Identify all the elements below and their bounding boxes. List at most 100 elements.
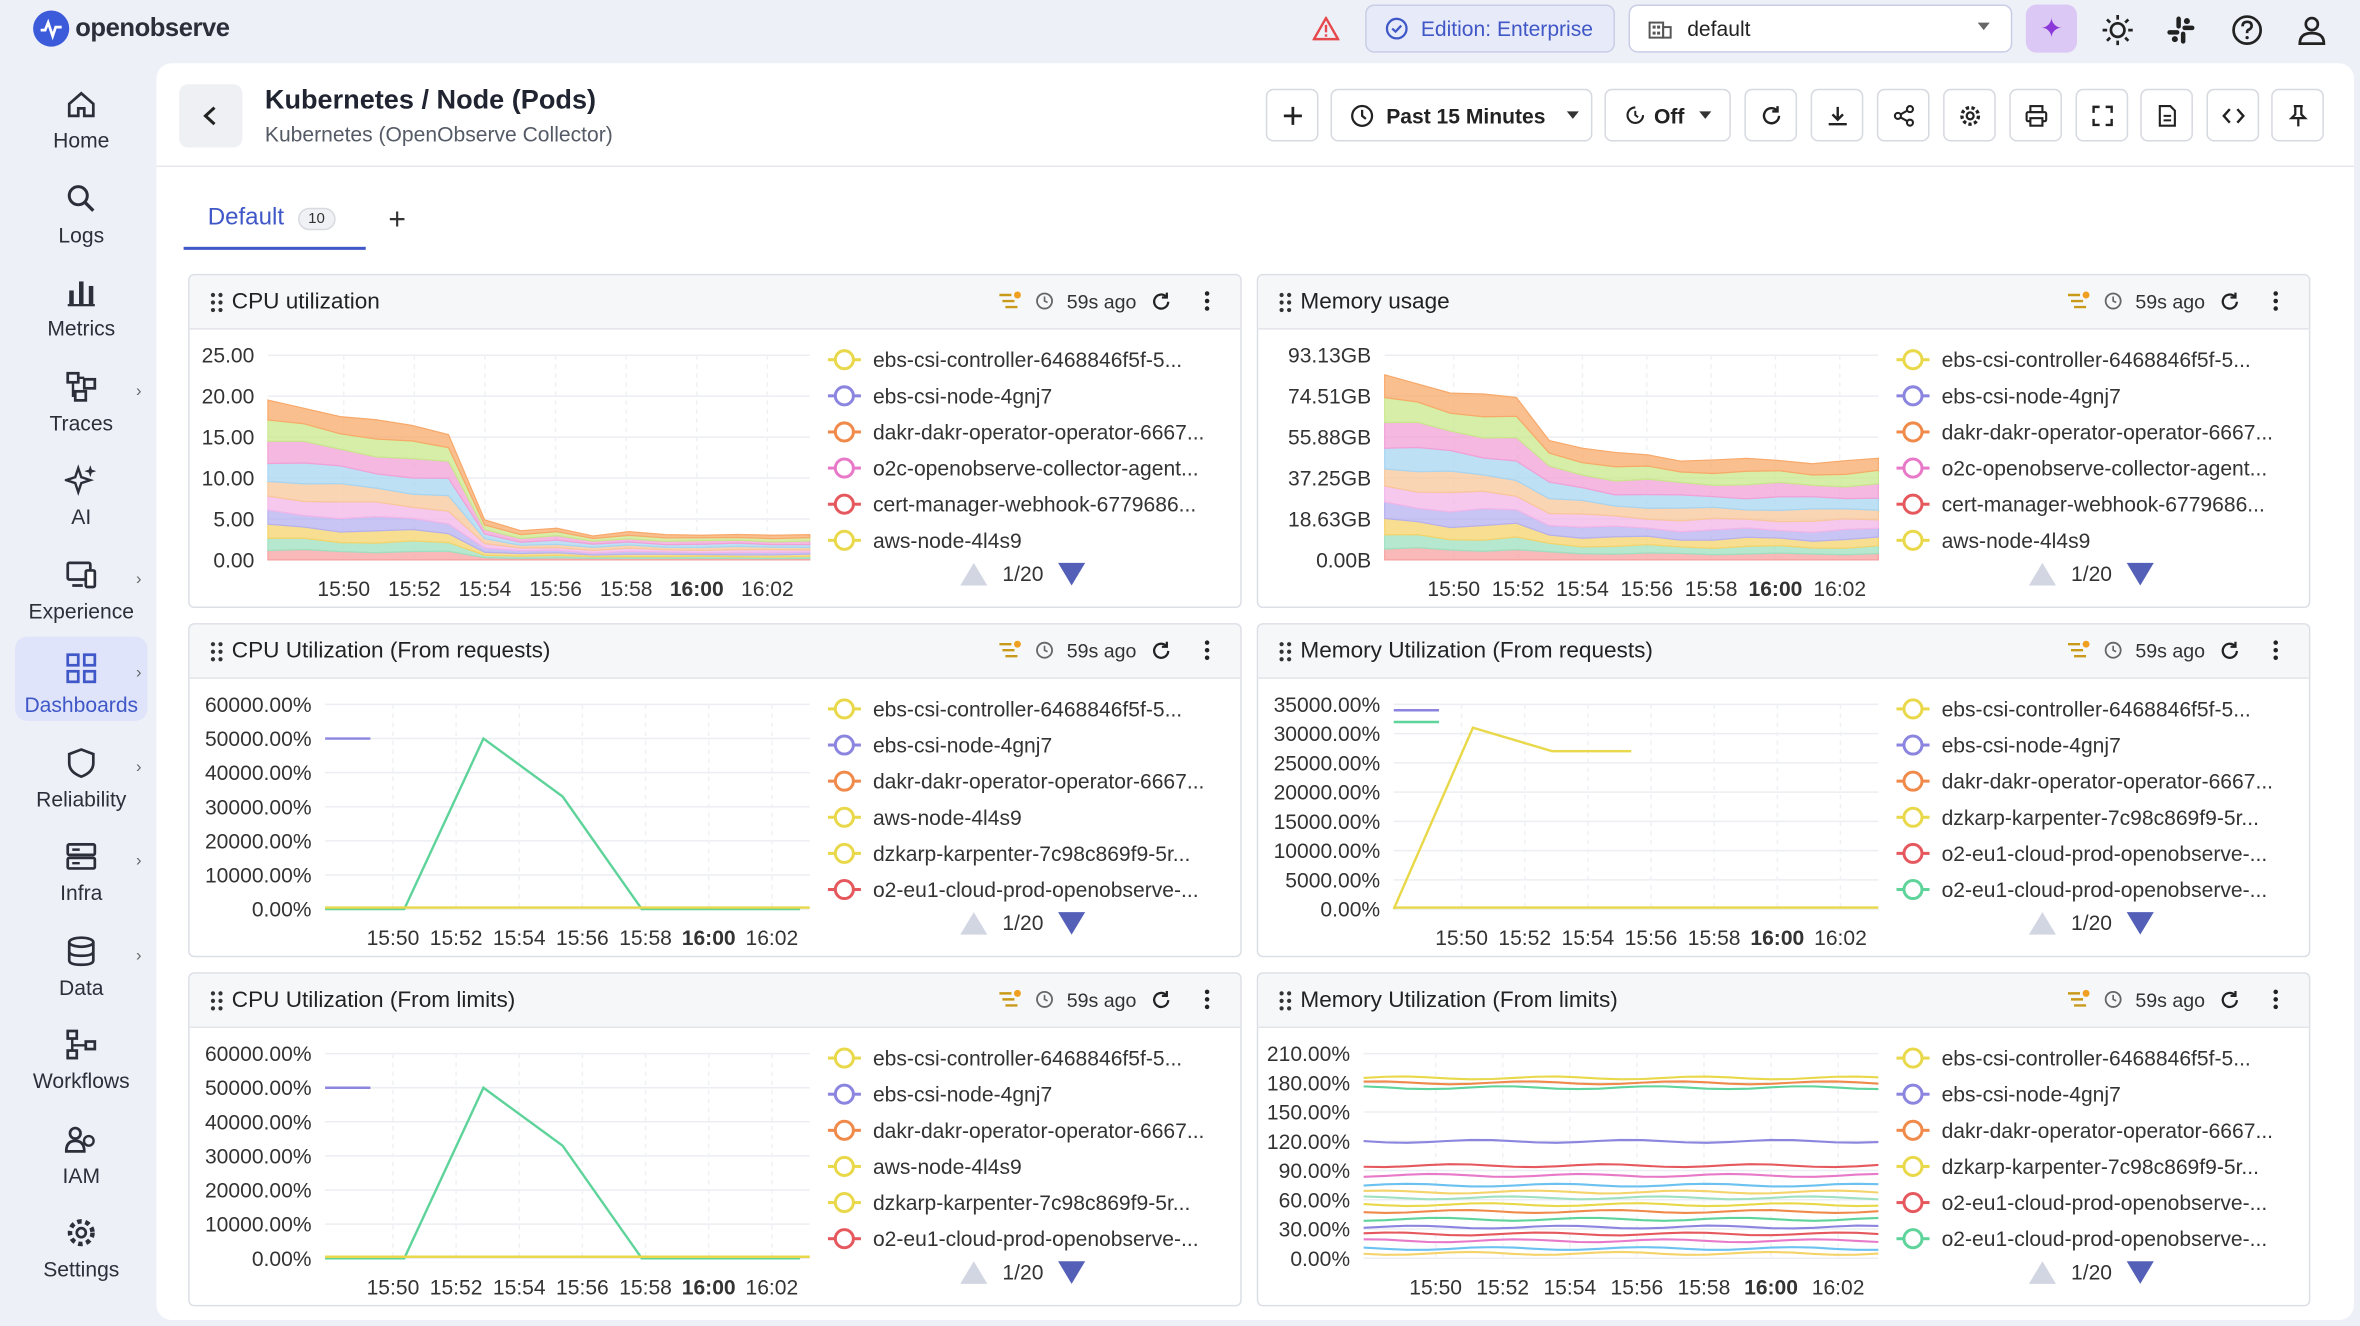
legend-item[interactable]: ebs-csi-controller-6468846f5f-5... <box>827 691 1234 727</box>
line-series[interactable] <box>1363 1075 1879 1081</box>
legend-item[interactable]: ebs-csi-controller-6468846f5f-5... <box>827 342 1234 378</box>
more-vertical-icon[interactable] <box>1195 987 1219 1011</box>
legend-item[interactable]: ebs-csi-controller-6468846f5f-5... <box>827 1040 1234 1076</box>
line-series[interactable] <box>1363 1250 1879 1256</box>
legend-item[interactable]: dakr-dakr-operator-operator-6667... <box>1896 1112 2302 1148</box>
brand-logo[interactable]: openobserve <box>33 10 230 47</box>
sidebar-item-settings[interactable]: Settings <box>15 1201 147 1285</box>
refresh-icon[interactable] <box>1150 988 1173 1011</box>
more-vertical-icon[interactable] <box>1195 638 1219 662</box>
legend-next-page-icon[interactable] <box>1058 1260 1086 1284</box>
dashboard-settings-button[interactable] <box>1943 88 1996 142</box>
legend-item[interactable]: dakr-dakr-operator-operator-6667... <box>1896 414 2302 450</box>
line-series[interactable] <box>1363 1163 1879 1169</box>
legend-item[interactable]: dakr-dakr-operator-operator-6667... <box>827 414 1234 450</box>
legend-item[interactable]: cert-manager-webhook-6779686... <box>827 486 1234 522</box>
legend-item[interactable]: cert-manager-webhook-6779686... <box>1896 486 2302 522</box>
legend-prev-page-icon[interactable] <box>960 911 988 934</box>
line-series[interactable] <box>1363 1238 1879 1244</box>
tab-default[interactable]: Default 10 <box>183 190 366 250</box>
chart[interactable]: 60000.00% 50000.00% 40000.00% 30000.00% 2000… <box>190 1028 822 1305</box>
fullscreen-button[interactable] <box>2075 88 2129 142</box>
legend-item[interactable]: o2c-openobserve-collector-agent... <box>1896 450 2302 486</box>
refresh-icon[interactable] <box>2219 639 2242 662</box>
line-series[interactable] <box>1363 1189 1879 1195</box>
print-button[interactable] <box>2009 88 2062 142</box>
legend-item[interactable]: aws-node-4l4s9 <box>827 522 1234 558</box>
legend-item[interactable]: o2-eu1-cloud-prod-openobserve-... <box>1896 1221 2302 1257</box>
chart[interactable]: 25.00 20.00 15.00 10.00 5.00 0.00 15:50 15:52 15… <box>190 330 822 607</box>
share-button[interactable] <box>1876 88 1930 142</box>
legend-item[interactable]: dakr-dakr-operator-operator-6667... <box>827 1112 1234 1148</box>
chart[interactable]: 35000.00% 30000.00% 25000.00% 20000.00% 1500… <box>1258 679 1890 956</box>
line-series[interactable] <box>1363 1224 1879 1230</box>
sidebar-item-data[interactable]: Data › <box>15 919 147 1003</box>
sidebar-item-workflows[interactable]: Workflows <box>15 1013 147 1097</box>
legend-next-page-icon[interactable] <box>2127 911 2155 934</box>
chart[interactable]: 93.13GB 74.51GB 55.88GB 37.25GB 18.63GB 0.00B… <box>1258 330 1890 607</box>
legend-item[interactable]: o2-eu1-cloud-prod-openobserve-... <box>1896 835 2302 871</box>
legend-item[interactable]: o2-eu1-cloud-prod-openobserve-... <box>827 871 1234 907</box>
legend-item[interactable]: ebs-csi-node-4gnj7 <box>1896 727 2302 763</box>
pin-button[interactable] <box>2271 88 2324 142</box>
area-series[interactable] <box>267 399 811 540</box>
organization-select[interactable]: default <box>1628 4 2013 53</box>
sidebar-item-iam[interactable]: IAM <box>15 1107 147 1191</box>
sidebar-item-ai[interactable]: AI <box>15 449 147 533</box>
sidebar-item-traces[interactable]: Traces › <box>15 354 147 438</box>
line-series[interactable] <box>325 736 801 911</box>
back-button[interactable] <box>179 84 243 148</box>
drag-handle-icon[interactable] <box>1278 292 1293 313</box>
line-series[interactable] <box>1363 1138 1879 1144</box>
area-series[interactable] <box>1384 373 1879 476</box>
legend-prev-page-icon[interactable] <box>2028 562 2056 585</box>
line-series[interactable] <box>325 1085 801 1260</box>
sidebar-item-infra[interactable]: Infra › <box>15 825 147 909</box>
add-tab-button[interactable]: + <box>388 203 406 237</box>
query-info-icon[interactable] <box>2066 290 2090 311</box>
legend-item[interactable]: ebs-csi-node-4gnj7 <box>1896 378 2302 414</box>
line-series[interactable] <box>1363 1080 1879 1086</box>
download-button[interactable] <box>1810 88 1864 142</box>
drag-handle-icon[interactable] <box>209 292 224 313</box>
edition-button[interactable]: Edition: Enterprise <box>1365 4 1615 53</box>
drag-handle-icon[interactable] <box>1278 641 1293 662</box>
line-series[interactable] <box>1363 1216 1879 1222</box>
sidebar-item-experience[interactable]: Experience › <box>15 543 147 627</box>
drag-handle-icon[interactable] <box>209 641 224 662</box>
legend-item[interactable]: ebs-csi-node-4gnj7 <box>827 1076 1234 1112</box>
theme-toggle-button[interactable] <box>2100 12 2136 48</box>
query-info-icon[interactable] <box>997 989 1021 1010</box>
legend-item[interactable]: dzkarp-karpenter-7c98c869f9-5r... <box>1896 799 2302 835</box>
legend-prev-page-icon[interactable] <box>2028 1260 2056 1284</box>
legend-item[interactable]: aws-node-4l4s9 <box>827 799 1234 835</box>
time-range-picker[interactable]: Past 15 Minutes <box>1330 88 1593 142</box>
json-view-button[interactable] <box>2206 88 2260 142</box>
query-info-icon[interactable] <box>997 640 1021 661</box>
user-menu-button[interactable] <box>2294 12 2330 48</box>
sidebar-item-dashboards[interactable]: Dashboards › <box>15 636 148 721</box>
warning-icon[interactable] <box>1309 12 1342 45</box>
ai-assistant-button[interactable]: ✦ <box>2025 4 2078 53</box>
legend-next-page-icon[interactable] <box>2127 562 2155 585</box>
sidebar-item-reliability[interactable]: Reliability › <box>15 731 147 815</box>
sidebar-item-metrics[interactable]: Metrics <box>15 260 147 344</box>
refresh-icon[interactable] <box>1150 639 1173 662</box>
refresh-button[interactable] <box>1744 88 1798 142</box>
legend-next-page-icon[interactable] <box>1058 562 1086 585</box>
line-series[interactable] <box>1363 1085 1879 1091</box>
legend-item[interactable]: ebs-csi-node-4gnj7 <box>1896 1076 2302 1112</box>
legend-item[interactable]: ebs-csi-controller-6468846f5f-5... <box>1896 1040 2302 1076</box>
legend-item[interactable]: dzkarp-karpenter-7c98c869f9-5r... <box>827 835 1234 871</box>
legend-item[interactable]: o2c-openobserve-collector-agent... <box>827 450 1234 486</box>
legend-prev-page-icon[interactable] <box>960 562 988 585</box>
line-series[interactable] <box>1392 726 1632 910</box>
legend-item[interactable]: dzkarp-karpenter-7c98c869f9-5r... <box>827 1185 1234 1221</box>
chart[interactable]: 60000.00% 50000.00% 40000.00% 30000.00% 2000… <box>190 679 822 956</box>
refresh-icon[interactable] <box>1150 290 1173 313</box>
query-info-icon[interactable] <box>2066 640 2090 661</box>
line-series[interactable] <box>1363 1195 1879 1201</box>
legend-item[interactable]: o2-eu1-cloud-prod-openobserve-... <box>827 1221 1234 1257</box>
legend-item[interactable]: dakr-dakr-operator-operator-6667... <box>1896 763 2302 799</box>
sidebar-item-home[interactable]: Home <box>15 72 147 156</box>
